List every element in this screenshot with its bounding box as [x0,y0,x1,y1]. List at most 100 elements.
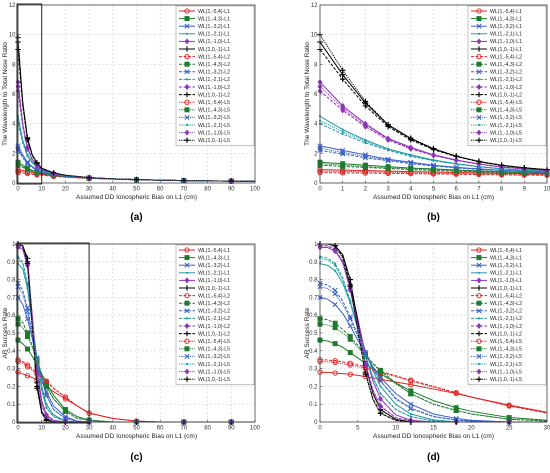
x-tick-label: 40 [109,187,116,193]
data-point [362,122,368,129]
legend-entry: WL(1,-4,3)-L1 [490,16,522,22]
legend-entry: WL(1,-2,1)-L2 [198,77,230,83]
legend-entry: WL(1,0,-1)-L2 [490,331,522,337]
legend-entry: WL(1,-4,3)-L2 [198,62,230,68]
data-point [43,383,49,389]
x-tick-label: 20 [62,187,69,193]
y-tick-label: 0.2 [309,384,318,390]
legend-marker [184,16,190,22]
data-point [332,301,338,308]
data-point [62,408,68,414]
legend-marker [477,362,481,366]
legend-entry: WL(1,-1,0)-L5 [198,130,230,136]
x-tick-label: 20 [62,426,69,432]
legend-marker [476,376,482,382]
data-point [62,414,68,420]
y-tick-label: 0.3 [309,367,318,373]
legend-entry: WL(1,-4,3)-L2 [490,62,522,68]
data-point [34,385,40,391]
data-point [24,160,31,166]
data-point [362,153,368,159]
legend-marker [476,255,482,261]
caption: (a) [130,212,142,223]
legend-entry: WL(1,0,-1)-L2 [198,92,230,98]
series-line [319,170,548,176]
legend-entry: WL(1,-5,4)-L5 [198,100,230,106]
caption: (b) [427,212,440,223]
y-tick-label: 8 [12,62,16,68]
data-point [24,135,31,141]
legend-marker [476,99,482,105]
y-tick-label: 4 [12,122,16,128]
legend-entry: WL(1,-4,3)-L1 [490,255,522,261]
legend-entry: WL(1,0,-1)-L5 [198,377,230,383]
legend-box [467,5,547,147]
x-tick-label: 4 [409,187,413,193]
data-point [340,67,346,73]
data-point [455,162,458,165]
legend-entry: WL(1,-1,0)-L1 [490,278,522,284]
data-point [24,161,31,167]
x-tick-label: 7 [477,187,481,193]
data-point [430,152,437,159]
y-tick-label: 0.7 [309,295,318,301]
series-line [319,318,548,422]
legend-entry: WL(1,-3,2)-L5 [490,354,522,360]
chart-d: 0 5 10 15 20 25 30 0 0.1 0.2 0.3 0.4 0.5 0.6 0.7 0.8 0.9… [304,241,550,463]
legend-marker [476,8,482,14]
x-tick-label: 15 [430,426,437,432]
data-point [332,341,338,347]
legend-marker [184,277,190,284]
data-point [332,370,338,376]
legend-marker [185,362,189,366]
legend-marker [184,99,190,105]
legend-entry: WL(1,-3,2)-L5 [490,115,522,121]
y-tick-label: 0.8 [7,278,16,284]
legend-entry: WL(1,0,-1)-L1 [490,47,522,53]
legend-entry: WL(1,-4,3)-L5 [490,347,522,353]
data-point [476,166,482,172]
data-point [453,153,459,159]
legend-marker [184,38,190,45]
data-point [408,160,414,166]
legend-entry: WL(1,-2,1)-L5 [198,362,230,368]
x-tick-label: 8 [500,187,504,193]
y-tick-label: 0.5 [7,331,16,337]
legend-entry: WL(1,-1,0)-L5 [490,130,522,136]
x-tick-label: 100 [250,426,261,432]
legend-marker [184,69,190,75]
legend-marker [476,262,482,268]
legend-marker [184,61,190,67]
legend-marker [477,32,481,35]
data-point [341,128,344,131]
legend-entry: WL(1,0,-1)-L5 [490,377,522,383]
legend-marker [185,78,189,81]
y-axis-label: AR Success Rate [304,307,311,358]
data-point [332,291,338,297]
data-point [35,358,39,361]
data-point [24,373,31,379]
data-point [408,378,414,384]
legend-entry: WL(1,-1,0)-L5 [198,369,230,375]
x-tick-label: 20 [468,426,475,432]
data-point [408,161,414,167]
data-point [62,415,68,421]
data-point [332,320,338,326]
data-point [347,287,353,294]
legend-entry: WL(1,-3,2)-L1 [198,24,230,30]
legend-entry: WL(1,-2,1)-L5 [198,123,230,129]
legend-entry: WL(1,-5,4)-L1 [198,248,230,254]
y-tick-label: 10 [311,33,318,39]
legend-marker [477,123,481,127]
y-tick-label: 0.8 [309,278,318,284]
data-point [408,145,414,152]
legend-marker [184,300,190,306]
legend-marker [184,114,190,120]
y-tick-label: 8 [314,62,318,68]
legend-marker [184,262,190,268]
y-tick-label: 12 [9,3,16,9]
legend-marker [184,8,190,14]
data-point [340,147,346,153]
data-point [385,136,391,143]
